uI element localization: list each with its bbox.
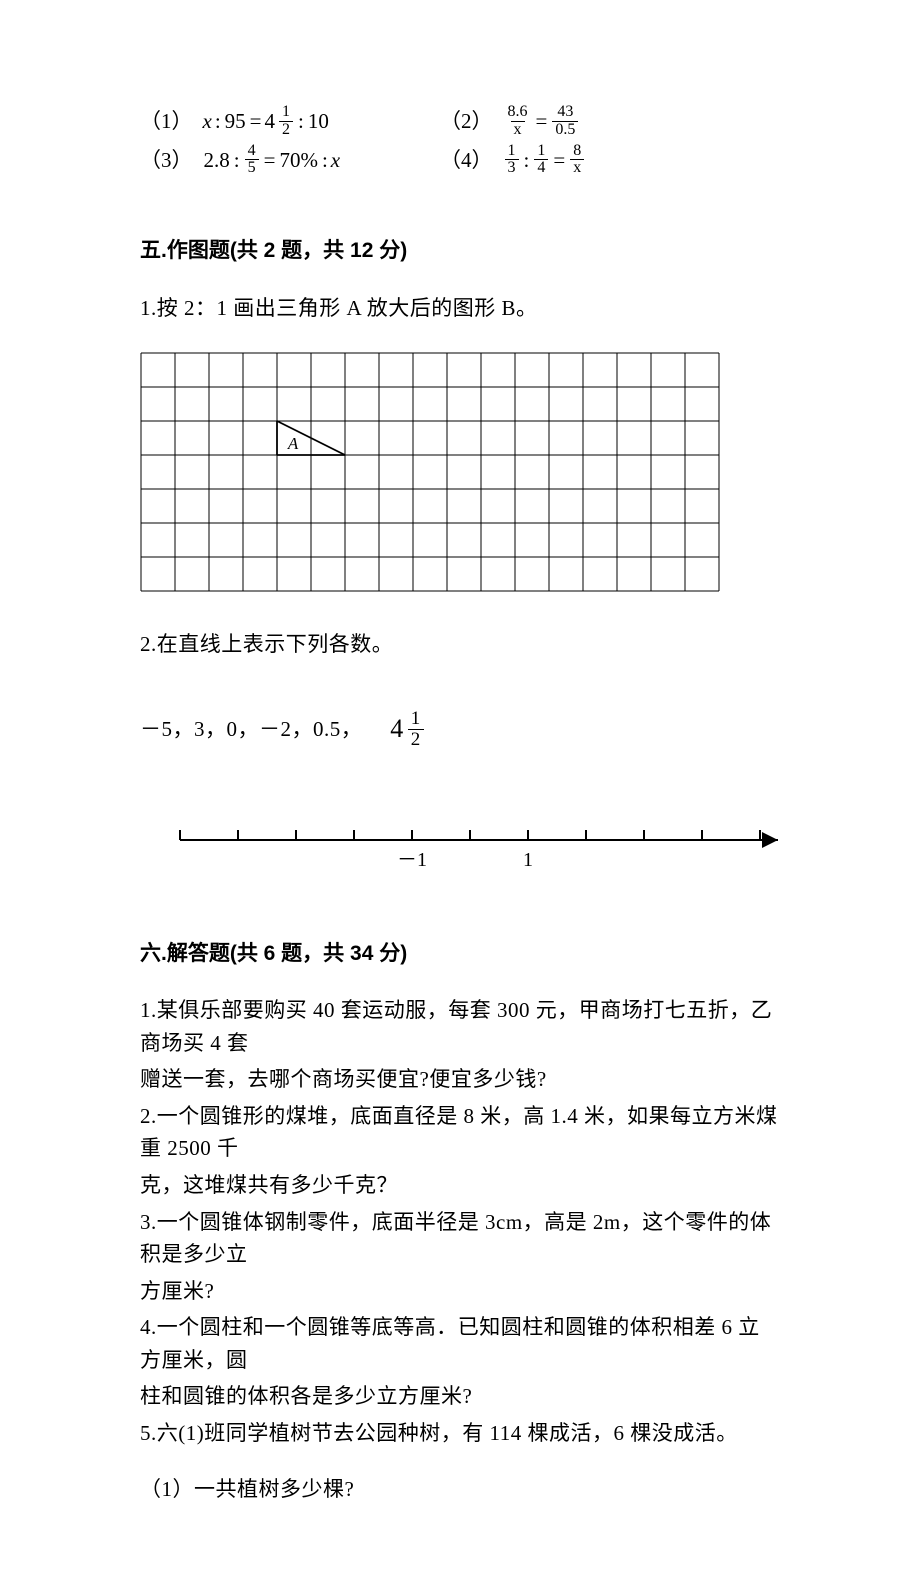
mixed-num: 1 — [408, 709, 424, 729]
svg-text:1: 1 — [523, 849, 533, 871]
eq-expr: x:95=412:10 — [203, 104, 330, 139]
eq-expr: 13:14=8x — [503, 143, 587, 178]
s6-q1-line2: 赠送一套，去哪个商场买便宜?便宜多少钱? — [140, 1063, 780, 1096]
s5-q2-mixed: 4 1 2 — [390, 709, 426, 750]
grid-figure: A — [140, 352, 780, 592]
svg-text:A: A — [287, 434, 299, 453]
s6-q2-line2: 克，这堆煤共有多少千克？ — [140, 1169, 780, 1202]
triangle-grid-svg: A — [140, 352, 720, 592]
eq-row-2: （3） 2.8:45=70%:x （4） 13:14=8x — [140, 143, 780, 178]
eq-expr: 2.8:45=70%:x — [203, 143, 341, 178]
eq-label: （3） — [140, 144, 193, 177]
s6-q1-line1: 1.某俱乐部要购买 40 套运动服，每套 300 元，甲商场打七五折，乙商场买 … — [140, 994, 780, 1059]
s5-q2-values-text: －5，3，0，－2，0.5， — [140, 713, 362, 746]
s5-q2-values: －5，3，0，－2，0.5， 4 1 2 — [140, 709, 780, 750]
page: （1） x:95=412:10 （2） 8.6x=430.5 （3） 2.8:4… — [0, 0, 920, 1570]
s6-q3-line2: 方厘米? — [140, 1275, 780, 1308]
s6-q2-line1: 2.一个圆锥形的煤堆，底面直径是 8 米，高 1.4 米，如果每立方米煤重 25… — [140, 1100, 780, 1165]
section5-title: 五.作图题(共 2 题，共 12 分) — [140, 235, 780, 268]
mixed-whole: 4 — [390, 709, 404, 749]
mixed-den: 2 — [408, 729, 424, 750]
s6-q4-line1: 4.一个圆柱和一个圆锥等底等高．已知圆柱和圆锥的体积相差 6 立方厘米，圆 — [140, 1311, 780, 1376]
eq-label: （2） — [440, 105, 493, 138]
numberline-svg: －1 1 — [140, 810, 788, 880]
svg-text:－1: －1 — [397, 849, 427, 871]
s6-q5-sub1: （1）一共植树多少棵? — [140, 1473, 780, 1506]
s5-q2: 2.在直线上表示下列各数。 — [140, 628, 780, 661]
eq-expr: 8.6x=430.5 — [503, 104, 581, 139]
s6-q3-line1: 3.一个圆锥体钢制零件，底面半径是 3cm，高是 2m，这个零件的体积是多少立 — [140, 1206, 780, 1271]
s5-q1: 1.按 2：1 画出三角形 A 放大后的图形 B。 — [140, 292, 780, 325]
section6-title: 六.解答题(共 6 题，共 34 分) — [140, 938, 780, 971]
equation-2: （2） 8.6x=430.5 — [440, 104, 700, 139]
eq-label: （1） — [140, 105, 193, 138]
s6-q4-line2: 柱和圆锥的体积各是多少立方厘米? — [140, 1380, 780, 1413]
equation-1: （1） x:95=412:10 — [140, 104, 440, 139]
s6-q5: 5.六(1)班同学植树节去公园种树，有 114 棵成活，6 棵没成活。 — [140, 1417, 780, 1450]
numberline-figure: －1 1 — [140, 810, 780, 880]
eq-row-1: （1） x:95=412:10 （2） 8.6x=430.5 — [140, 104, 780, 139]
equation-4: （4） 13:14=8x — [440, 143, 700, 178]
eq-label: （4） — [440, 144, 493, 177]
equation-3: （3） 2.8:45=70%:x — [140, 143, 440, 178]
